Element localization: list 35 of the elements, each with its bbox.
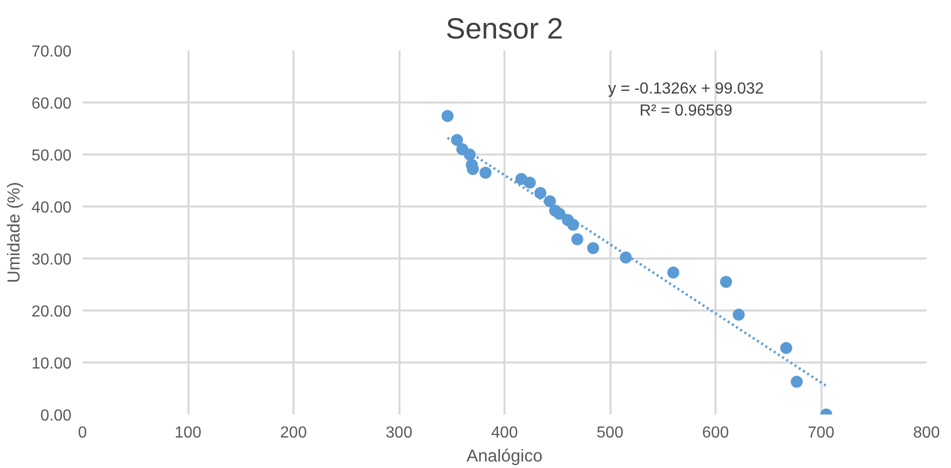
- x-tick-label: 500: [596, 424, 624, 442]
- point: [480, 166, 492, 179]
- point: [571, 233, 584, 246]
- x-tick-label: 300: [386, 424, 412, 442]
- x-tick-label: 400: [491, 424, 518, 442]
- x-tick-label: 200: [280, 424, 307, 442]
- point: [442, 110, 454, 122]
- x-axis-title: Analógico: [466, 446, 543, 466]
- point: [732, 308, 745, 321]
- y-tick-label: 0.00: [40, 408, 72, 424]
- point: [534, 186, 546, 199]
- point: [667, 266, 680, 279]
- point: [524, 176, 536, 189]
- point: [567, 218, 580, 231]
- y-tick-label: 60.00: [31, 96, 72, 112]
- x-tick-label: 0: [78, 424, 88, 442]
- y-tick-label: 40.00: [31, 200, 72, 216]
- point: [720, 276, 732, 288]
- point: [620, 251, 632, 264]
- y-tick-label: 50.00: [31, 148, 72, 164]
- x-tick-label: 100: [174, 424, 202, 442]
- y-tick-label: 70.00: [31, 44, 72, 60]
- point: [790, 376, 803, 388]
- y-tick-label: 30.00: [31, 252, 72, 268]
- point: [587, 242, 600, 254]
- x-tick-label: 600: [702, 424, 729, 442]
- chart-title: Sensor 2: [446, 12, 564, 46]
- x-tick-label: 800: [913, 424, 940, 442]
- y-tick-label: 10.00: [31, 356, 72, 372]
- annotation: y = -0.1326x + 99.032: [608, 80, 764, 98]
- annotation: R² = 0.96569: [639, 102, 733, 120]
- point: [780, 342, 792, 354]
- y-tick-label: 20.00: [31, 304, 72, 320]
- x-tick-label: 700: [808, 424, 834, 442]
- y-axis-title: Umidade (%): [3, 182, 24, 284]
